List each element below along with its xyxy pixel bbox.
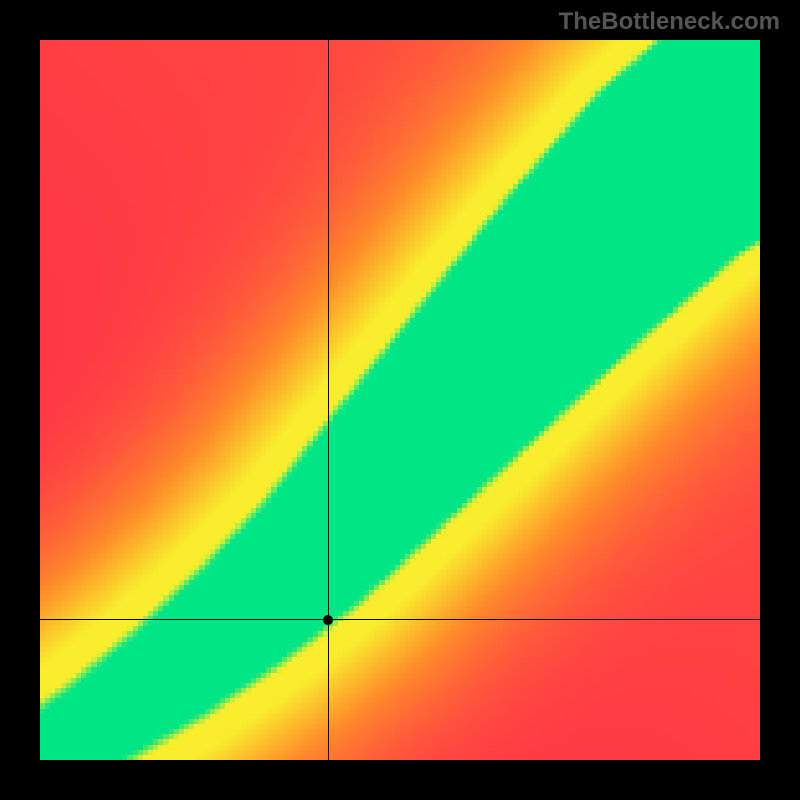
bottleneck-heatmap — [40, 40, 760, 760]
crosshair-marker — [323, 615, 333, 625]
chart-container: TheBottleneck.com — [0, 0, 800, 800]
crosshair-vertical — [328, 40, 329, 760]
watermark-text: TheBottleneck.com — [559, 8, 780, 36]
crosshair-horizontal — [40, 619, 760, 620]
